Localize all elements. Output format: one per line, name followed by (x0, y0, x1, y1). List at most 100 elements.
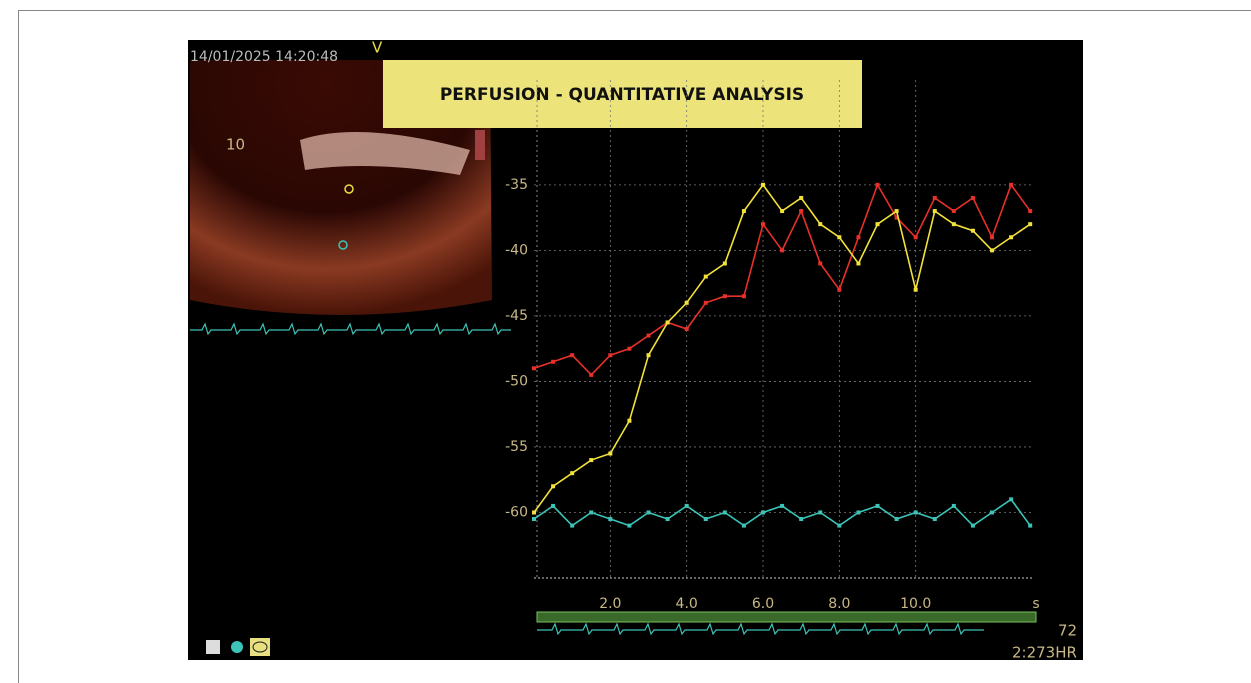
data-point (647, 334, 651, 338)
y-tick-label: -40 (505, 242, 528, 258)
data-point (1009, 497, 1013, 501)
data-point (1028, 222, 1032, 226)
data-point (589, 373, 593, 377)
y-tick-label: -35 (505, 177, 528, 193)
data-point (990, 510, 994, 514)
data-point (914, 510, 918, 514)
data-point (761, 183, 765, 187)
y-tick-label: -50 (505, 373, 528, 389)
data-point (1009, 183, 1013, 187)
data-point (837, 288, 841, 292)
data-point (608, 353, 612, 357)
data-point (723, 261, 727, 265)
x-tick-label: 8.0 (828, 596, 850, 612)
data-point (570, 524, 574, 528)
data-point (837, 524, 841, 528)
data-point (990, 248, 994, 252)
data-point (837, 235, 841, 239)
data-point (971, 229, 975, 233)
data-point (990, 235, 994, 239)
data-point (532, 510, 536, 514)
data-point (971, 524, 975, 528)
hr-label: 2:273HR (1012, 644, 1077, 662)
data-point (856, 261, 860, 265)
page: PERFUSION - QUANTITATIVE ANALYSIS 14/01/… (0, 0, 1251, 683)
data-point (856, 510, 860, 514)
data-point (914, 235, 918, 239)
y-tick-label: -60 (505, 504, 528, 520)
heart-rate: 72 (1058, 622, 1077, 640)
data-point (780, 248, 784, 252)
data-point (627, 524, 631, 528)
data-point (780, 209, 784, 213)
data-point (723, 510, 727, 514)
data-point (742, 294, 746, 298)
x-tick-label: 2.0 (599, 596, 621, 612)
data-point (704, 301, 708, 305)
screenshot: PERFUSION - QUANTITATIVE ANALYSIS 14/01/… (0, 0, 1251, 683)
data-point (799, 196, 803, 200)
data-point (742, 524, 746, 528)
data-point (799, 517, 803, 521)
data-point (895, 209, 899, 213)
data-point (914, 288, 918, 292)
marker-v: V (372, 39, 383, 57)
data-point (704, 275, 708, 279)
data-point (723, 294, 727, 298)
data-point (685, 504, 689, 508)
data-point (799, 209, 803, 213)
data-point (1028, 209, 1032, 213)
data-point (1009, 235, 1013, 239)
data-point (780, 504, 784, 508)
data-point (627, 419, 631, 423)
depth-label: 10 (226, 136, 245, 154)
tool-icon[interactable] (206, 640, 220, 654)
data-point (895, 517, 899, 521)
data-point (551, 484, 555, 488)
data-point (647, 510, 651, 514)
data-point (666, 320, 670, 324)
timeline (537, 612, 1036, 622)
data-point (627, 347, 631, 351)
data-point (761, 222, 765, 226)
data-point (1028, 524, 1032, 528)
data-point (742, 209, 746, 213)
data-point (704, 517, 708, 521)
data-point (971, 196, 975, 200)
data-point (933, 196, 937, 200)
y-tick-label: -45 (505, 308, 528, 324)
data-point (876, 504, 880, 508)
chart-title: PERFUSION - QUANTITATIVE ANALYSIS (440, 85, 804, 105)
data-point (589, 510, 593, 514)
data-point (876, 222, 880, 226)
color-bar (475, 130, 485, 160)
data-point (570, 353, 574, 357)
data-point (876, 183, 880, 187)
data-point (818, 222, 822, 226)
data-point (952, 222, 956, 226)
data-point (933, 209, 937, 213)
data-point (761, 510, 765, 514)
data-point (666, 517, 670, 521)
data-point (532, 517, 536, 521)
data-point (685, 301, 689, 305)
tool-icon[interactable] (231, 641, 243, 653)
data-point (608, 517, 612, 521)
timestamp: 14/01/2025 14:20:48 (190, 49, 338, 65)
y-tick-label: -55 (505, 439, 528, 455)
data-point (532, 366, 536, 370)
data-point (570, 471, 574, 475)
data-point (952, 209, 956, 213)
x-axis-label: s (1032, 596, 1039, 612)
data-point (952, 504, 956, 508)
data-point (685, 327, 689, 331)
data-point (551, 504, 555, 508)
data-point (608, 452, 612, 456)
data-point (856, 235, 860, 239)
x-tick-label: 6.0 (752, 596, 774, 612)
data-point (551, 360, 555, 364)
data-point (818, 261, 822, 265)
data-point (589, 458, 593, 462)
x-tick-label: 4.0 (676, 596, 698, 612)
data-point (933, 517, 937, 521)
